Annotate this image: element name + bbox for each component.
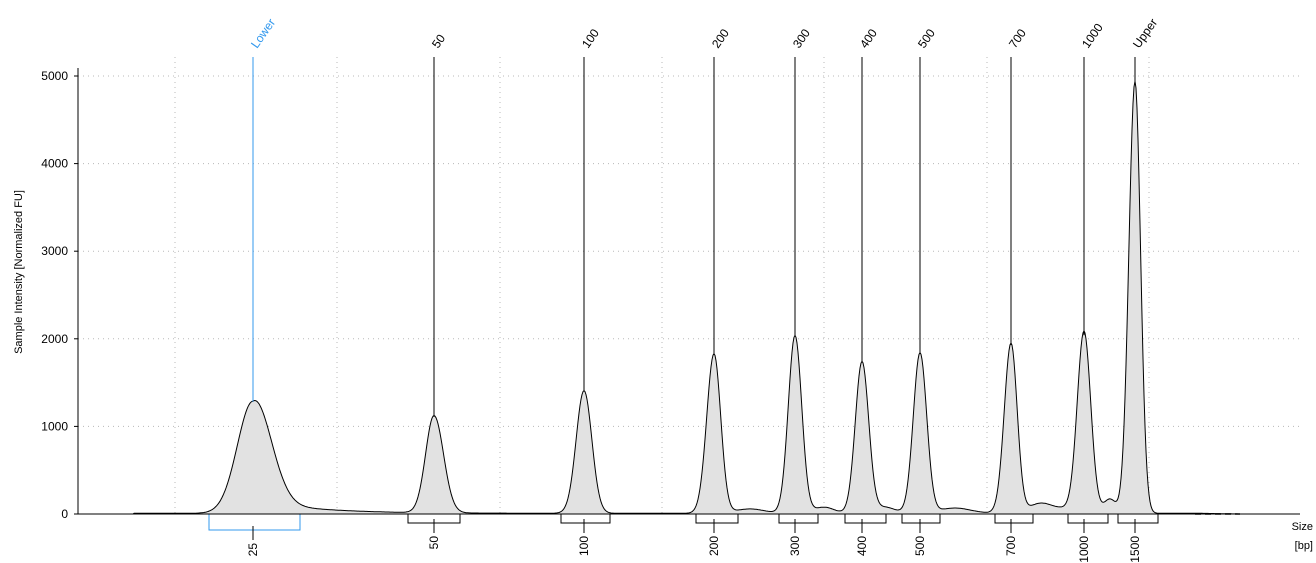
peak-top-label: 100 — [579, 26, 602, 51]
peak-bracket — [560, 514, 611, 524]
peak-size-label: 400 — [855, 536, 869, 556]
peak-size-label: 500 — [913, 536, 927, 556]
peak-top-label: 200 — [709, 26, 732, 51]
peak-size-label: 25 — [246, 543, 260, 557]
peak-top-label: Upper — [1130, 16, 1160, 51]
peak-top-label: 700 — [1006, 26, 1029, 51]
y-axis-title: Sample Intensity [Normalized FU] — [13, 190, 25, 354]
peak-size-label: 300 — [788, 536, 802, 556]
y-tick-label: 3000 — [41, 244, 68, 258]
trace-area — [132, 80, 1241, 515]
peak-size-label: 700 — [1004, 536, 1018, 556]
peak-top-label: 500 — [915, 26, 938, 51]
peak-top-label: 300 — [790, 26, 813, 51]
y-tick-label: 0 — [61, 507, 68, 521]
peak-bracket — [901, 514, 941, 524]
peak-top-label: Lower — [248, 16, 278, 51]
peak-size-label: 1500 — [1128, 536, 1142, 563]
peak-brackets — [208, 514, 1159, 540]
peak-size-label: 1000 — [1077, 536, 1091, 563]
peak-bracket — [1067, 514, 1109, 524]
peak-markers — [252, 57, 1136, 417]
peak-size-label: 200 — [707, 536, 721, 556]
peak-bracket — [844, 514, 887, 524]
y-axis: 0 1000 2000 3000 4000 5000 — [41, 68, 1300, 521]
peak-bracket — [994, 514, 1034, 524]
y-tick-label: 4000 — [41, 157, 68, 171]
x-axis-title-unit: [bp] — [1295, 540, 1313, 552]
peak-bracket — [1117, 514, 1159, 524]
peak-top-label: 1000 — [1079, 21, 1106, 51]
y-tick-label: 2000 — [41, 332, 68, 346]
peak-top-label: 400 — [857, 26, 880, 51]
y-tick-label: 1000 — [41, 419, 68, 433]
peak-top-label: 50 — [429, 31, 448, 50]
peak-bracket — [778, 514, 819, 524]
peak-bracket — [208, 514, 301, 531]
peak-size-label: 100 — [577, 536, 591, 556]
y-tick-label: 5000 — [41, 69, 68, 83]
peak-bracket — [695, 514, 739, 524]
trace-path — [132, 80, 1241, 515]
x-axis-title-size: Size — [1292, 521, 1313, 533]
grid — [78, 57, 1300, 514]
peak-size-label: 50 — [427, 536, 441, 550]
